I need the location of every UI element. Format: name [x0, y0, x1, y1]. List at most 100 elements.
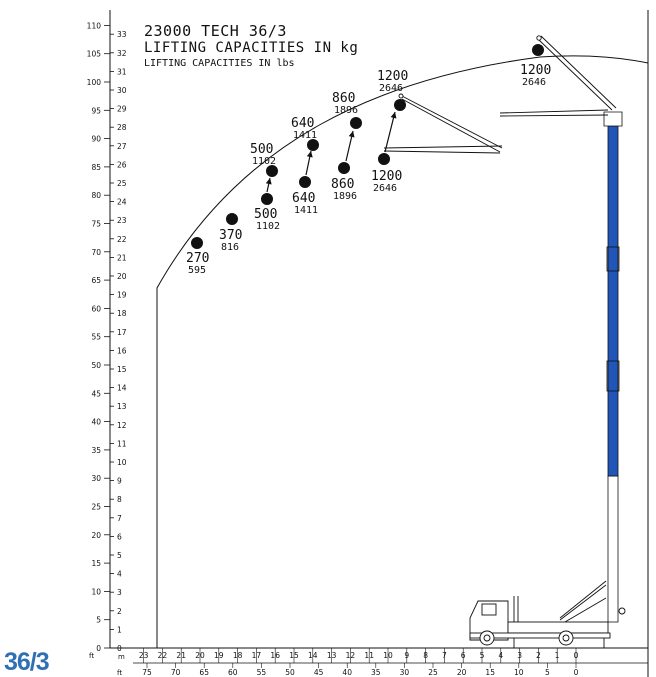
- left-axis-ticks: [104, 24, 114, 649]
- capacity-lbs-label: 816: [221, 242, 239, 253]
- left-feet-label: 80: [91, 191, 101, 200]
- title-model: 23000 TECH 36/3: [144, 22, 287, 40]
- capacity-lbs-label: 2646: [373, 183, 397, 194]
- left-meter-label: 11: [117, 439, 127, 448]
- bottom-meter-label: 4: [498, 651, 503, 660]
- bottom-meter-label: 17: [252, 651, 262, 660]
- left-meter-label: 28: [117, 123, 127, 132]
- left-meter-label: 26: [117, 160, 127, 169]
- left-meter-label: 25: [117, 179, 127, 188]
- capacity-lbs-label: 2646: [522, 77, 546, 88]
- tower-blue-section: [607, 125, 619, 477]
- load-point-dot: [299, 176, 311, 188]
- left-meter-label: 6: [117, 532, 122, 541]
- left-meter-label: 3: [117, 588, 122, 597]
- left-feet-label: 55: [91, 333, 101, 342]
- left-meter-label: 17: [117, 328, 127, 337]
- bottom-meter-label: 5: [480, 651, 485, 660]
- capacity-kg-label: 860: [332, 91, 355, 106]
- bottom-axis-meter-labels: 23 22 21 20 19 18 17 16 15 14 13 12 11 10 9 8 7 6 5 4 3 2 1 0: [139, 651, 579, 660]
- working-envelope-curve: [156, 55, 649, 648]
- bottom-meter-label: 18: [233, 651, 243, 660]
- bottom-meter-label: 9: [404, 651, 409, 660]
- load-point-arrowhead: [348, 131, 355, 138]
- bottom-feet-label: 5: [545, 668, 550, 677]
- left-meter-label: 31: [117, 67, 127, 76]
- left-meter-label: 16: [117, 346, 127, 355]
- tower-lower-white: [607, 475, 619, 623]
- left-feet-label: 10: [91, 587, 101, 596]
- bottom-feet-label: 50: [285, 668, 295, 677]
- left-meter-label: 30: [117, 86, 127, 95]
- jib-middle: [383, 93, 503, 154]
- tower-segment-joint: [606, 360, 620, 392]
- left-feet-label: 5: [96, 616, 101, 625]
- left-axis-feet-labels: 0 5 10 15 20 25 30 35 40 45 50 55 60 65 70 75 80 85 90 95 10…: [87, 21, 102, 653]
- title-kg: LIFTING CAPACITIES IN kg: [144, 40, 358, 56]
- capacity-kg-label: 1200: [377, 69, 408, 84]
- bottom-feet-label: 15: [485, 668, 495, 677]
- capacity-lbs-label: 1102: [256, 221, 280, 232]
- bottom-meter-label: 19: [214, 651, 224, 660]
- left-meter-label: 13: [117, 402, 127, 411]
- capacity-kg-label: 640: [291, 116, 314, 131]
- bottom-meter-label: 12: [346, 651, 356, 660]
- bottom-feet-label: 40: [342, 668, 352, 677]
- capacity-lbs-label: 1896: [334, 105, 358, 116]
- bottom-meter-label: 16: [270, 651, 280, 660]
- load-point-dot: [338, 162, 350, 174]
- left-feet-label: 40: [91, 418, 101, 427]
- capacity-kg-label: 270: [186, 251, 209, 266]
- load-point-dot: [394, 99, 406, 111]
- bottom-meter-label: 11: [364, 651, 374, 660]
- left-feet-label: 75: [91, 220, 101, 229]
- model-tag: 36/3: [4, 648, 50, 676]
- bottom-feet-label: 30: [400, 668, 410, 677]
- capacity-kg-label: 1200: [520, 63, 551, 78]
- jib-raised: [499, 35, 617, 117]
- left-feet-label: 100: [87, 78, 102, 87]
- bottom-feet-label: 60: [228, 668, 238, 677]
- left-feet-label: 60: [91, 304, 101, 313]
- bottom-meter-unit-label: m: [118, 653, 125, 661]
- left-meter-label: 22: [117, 235, 127, 244]
- left-feet-label: 70: [91, 248, 101, 257]
- bottom-meter-label: 15: [289, 651, 299, 660]
- left-feet-label: 35: [91, 446, 101, 455]
- bottom-feet-label: 65: [199, 668, 209, 677]
- left-feet-label: 105: [87, 50, 102, 59]
- bottom-meter-label: 20: [195, 651, 205, 660]
- left-meter-label: 10: [117, 458, 127, 467]
- bottom-feet-label: 0: [574, 668, 579, 677]
- bottom-feet-label: 70: [171, 668, 181, 677]
- bottom-feet-label: 75: [142, 668, 152, 677]
- left-meter-label: 9: [117, 477, 122, 486]
- capacity-lbs-label: 2646: [379, 83, 403, 94]
- capacity-kg-label: 500: [254, 207, 277, 222]
- left-meter-label: 29: [117, 105, 127, 114]
- left-meter-label: 21: [117, 253, 127, 262]
- load-points: 2705953708165001102500110264014116401411…: [186, 44, 551, 276]
- bottom-meter-label: 23: [139, 651, 149, 660]
- left-feet-label: 45: [91, 389, 101, 398]
- capacity-kg-label: 860: [331, 177, 354, 192]
- capacity-lbs-label: 1102: [252, 156, 276, 167]
- load-point-dot: [191, 237, 203, 249]
- bottom-feet-label: 20: [457, 668, 467, 677]
- bottom-axis-ticks: [143, 648, 577, 668]
- left-meter-label: 24: [117, 198, 127, 207]
- left-feet-label: 95: [91, 106, 101, 115]
- load-point-dot: [261, 193, 273, 205]
- bottom-meter-label: 13: [327, 651, 337, 660]
- left-meter-label: 33: [117, 30, 127, 39]
- bottom-meter-label: 7: [442, 651, 447, 660]
- bottom-feet-label: 25: [428, 668, 438, 677]
- left-meter-label: 5: [117, 551, 122, 560]
